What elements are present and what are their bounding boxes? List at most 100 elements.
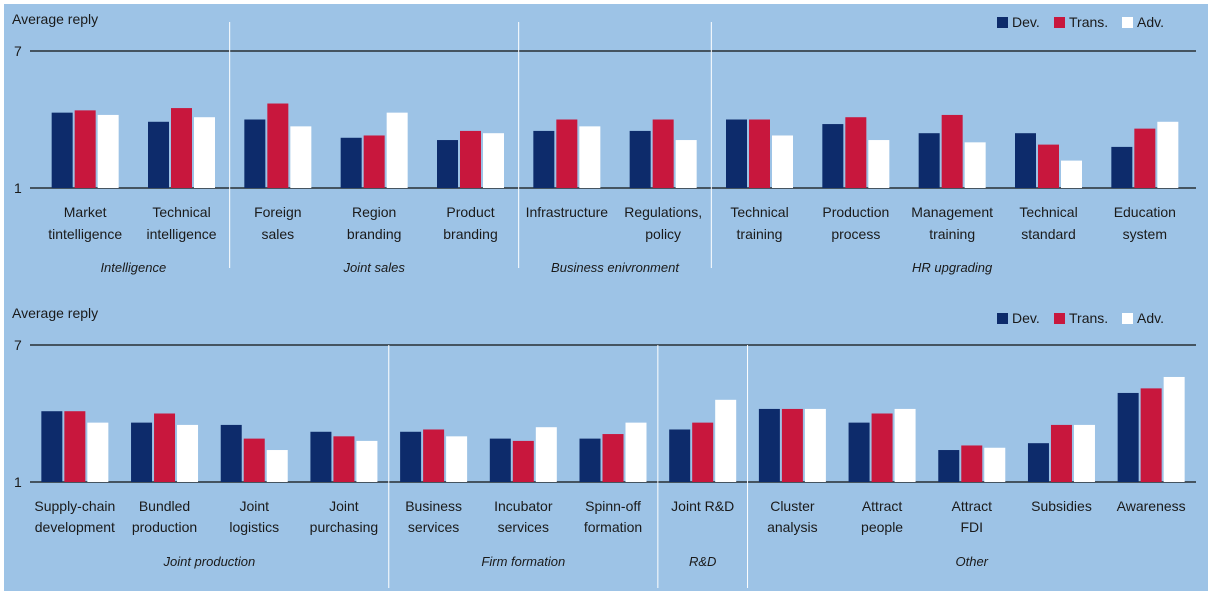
bar-dev — [1015, 133, 1036, 188]
category-label: branding — [347, 226, 402, 242]
legend-swatch-adv — [1122, 17, 1133, 28]
category-label: Attract — [862, 498, 903, 514]
bar-adv — [356, 440, 378, 482]
category-label: training — [929, 226, 975, 242]
category-label: people — [861, 519, 903, 535]
legend-label-adv: Adv. — [1137, 310, 1164, 326]
bar-trans — [871, 413, 893, 482]
category-label: Business — [405, 498, 462, 514]
y-tick-label: 7 — [14, 43, 22, 59]
legend-label-adv: Adv. — [1137, 14, 1164, 30]
bar-dev — [822, 124, 844, 188]
bar-trans — [1140, 388, 1162, 482]
y-tick-label: 1 — [14, 474, 22, 490]
bar-adv — [1157, 121, 1179, 188]
category-label: process — [831, 226, 880, 242]
category-label: Technical — [1019, 204, 1077, 220]
category-label: Subsidies — [1031, 498, 1092, 514]
bar-trans — [460, 130, 481, 188]
bar-trans — [749, 119, 770, 188]
legend-swatch-trans — [1054, 17, 1065, 28]
bar-trans — [512, 440, 534, 482]
bar-trans — [74, 110, 96, 188]
bar-dev — [579, 438, 601, 482]
bar-trans — [333, 436, 355, 482]
category-label: Foreign — [254, 204, 301, 220]
category-label: Region — [352, 204, 396, 220]
bar-dev — [726, 119, 747, 188]
bar-dev — [533, 130, 555, 188]
category-label: Product — [446, 204, 494, 220]
category-label: standard — [1021, 226, 1075, 242]
bar-adv — [177, 424, 199, 482]
bar-adv — [894, 408, 916, 482]
bar-dev — [400, 431, 422, 482]
legend-label-dev: Dev. — [1012, 310, 1040, 326]
bar-adv — [386, 112, 408, 188]
bar-adv — [984, 447, 1006, 482]
bar-trans — [1134, 128, 1156, 188]
category-label: Market — [64, 204, 107, 220]
legend-swatch-adv — [1122, 313, 1133, 324]
bar-trans — [243, 438, 265, 482]
category-label: Technical — [152, 204, 210, 220]
category-label: Joint R&D — [671, 498, 734, 514]
category-label: development — [35, 519, 115, 535]
bar-dev — [629, 130, 651, 188]
bar-dev — [758, 408, 780, 482]
bar-adv — [194, 117, 215, 188]
category-label: services — [408, 519, 459, 535]
bar-adv — [87, 422, 109, 482]
bar-dev — [340, 137, 362, 188]
category-label: FDI — [960, 519, 983, 535]
legend-label-dev: Dev. — [1012, 14, 1040, 30]
category-label: policy — [645, 226, 681, 242]
bar-dev — [51, 112, 73, 188]
bar-adv — [804, 408, 826, 482]
bar-trans — [64, 411, 86, 482]
chart-background — [4, 4, 1208, 591]
category-label: production — [132, 519, 197, 535]
y-tick-label: 1 — [14, 180, 22, 196]
bar-adv — [483, 133, 504, 188]
group-label: Intelligence — [100, 260, 166, 275]
category-label: Regulations, — [624, 204, 702, 220]
bar-adv — [715, 399, 737, 482]
bar-dev — [848, 422, 870, 482]
bar-trans — [1038, 144, 1059, 188]
y-axis-title: Average reply — [12, 305, 98, 321]
category-label: sales — [261, 226, 294, 242]
bar-adv — [97, 114, 119, 188]
group-label: Firm formation — [481, 554, 565, 569]
y-axis-title: Average reply — [12, 11, 98, 27]
category-label: Attract — [952, 498, 993, 514]
category-label: Education — [1114, 204, 1176, 220]
legend-swatch-trans — [1054, 313, 1065, 324]
bar-adv — [868, 140, 890, 188]
bar-trans — [423, 429, 445, 482]
bar-dev — [1027, 443, 1049, 482]
bar-trans — [556, 119, 578, 188]
category-label: services — [498, 519, 549, 535]
category-label: training — [737, 226, 783, 242]
category-label: Infrastructure — [526, 204, 609, 220]
bar-adv — [625, 422, 647, 482]
category-label: Bundled — [139, 498, 190, 514]
bar-adv — [772, 135, 793, 188]
category-label: Joint — [329, 498, 359, 514]
bar-adv — [579, 126, 601, 188]
bar-dev — [41, 411, 63, 482]
bar-dev — [1117, 392, 1139, 482]
group-label: Joint sales — [342, 260, 405, 275]
category-label: tintelligence — [48, 226, 122, 242]
category-label: branding — [443, 226, 498, 242]
category-label: Joint — [239, 498, 269, 514]
bar-dev — [437, 140, 458, 188]
group-label: R&D — [689, 554, 716, 569]
bar-trans — [845, 117, 867, 188]
bar-trans — [652, 119, 674, 188]
category-label: Awareness — [1117, 498, 1186, 514]
group-label: HR upgrading — [912, 260, 993, 275]
category-label: Spinn-off — [585, 498, 641, 514]
category-label: system — [1123, 226, 1167, 242]
